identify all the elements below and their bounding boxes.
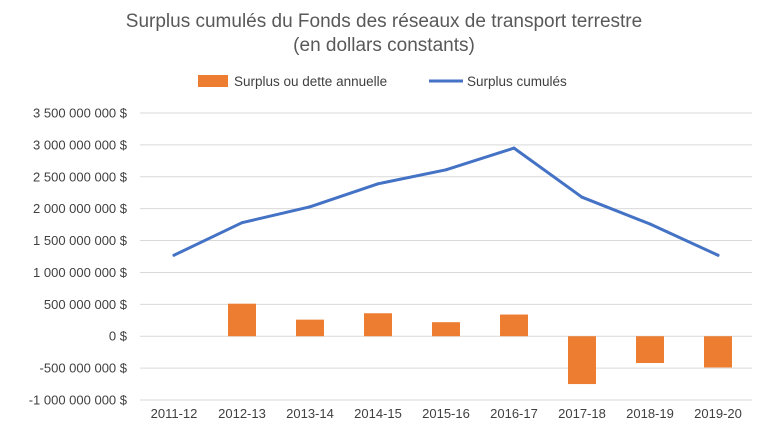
bar-2014-15 xyxy=(364,313,392,337)
line-point-2017-18 xyxy=(580,195,584,199)
line-point-2018-19 xyxy=(648,222,652,226)
line-surplus-cumules xyxy=(172,146,720,257)
y-tick-label: 1 000 000 000 $ xyxy=(33,265,128,280)
line-point-2013-14 xyxy=(308,205,312,209)
y-tick-label: 2 500 000 000 $ xyxy=(33,169,128,184)
y-tick-label: 500 000 000 $ xyxy=(44,297,128,312)
y-tick-label: 3 500 000 000 $ xyxy=(33,106,128,121)
x-tick-label: 2017-18 xyxy=(558,406,606,421)
chart-subtitle: (en dollars constants) xyxy=(293,35,475,56)
bar-2016-17 xyxy=(500,314,528,337)
line-series xyxy=(172,146,720,257)
legend-swatch-bar xyxy=(198,75,228,87)
line-point-2016-17 xyxy=(512,146,516,150)
x-tick-label: 2018-19 xyxy=(626,406,674,421)
line-point-2014-15 xyxy=(376,182,380,186)
x-tick-label: 2014-15 xyxy=(354,406,402,421)
bar-2012-13 xyxy=(228,303,256,337)
bar-2013-14 xyxy=(296,319,324,337)
y-axis: 3 500 000 000 $ 3 000 000 000 $ 2 500 000 … xyxy=(29,106,128,408)
line-point-2011-12 xyxy=(172,253,176,257)
x-tick-label: 2019-20 xyxy=(694,406,742,421)
y-tick-label: 1 500 000 000 $ xyxy=(33,233,128,248)
y-tick-label: -1 000 000 000 $ xyxy=(29,393,128,408)
chart-title: Surplus cumulés du Fonds des réseaux de … xyxy=(126,11,642,32)
legend-label-line: Surplus cumulés xyxy=(467,74,567,89)
bar-2019-20 xyxy=(704,336,732,368)
x-tick-label: 2011-12 xyxy=(151,406,198,421)
x-tick-label: 2012-13 xyxy=(218,406,266,421)
y-tick-label: 3 000 000 000 $ xyxy=(33,137,128,152)
legend: Surplus ou dette annuelle Surplus cumulé… xyxy=(198,74,567,89)
x-tick-label: 2016-17 xyxy=(490,406,538,421)
x-tick-label: 2013-14 xyxy=(286,406,334,421)
bar-2017-18 xyxy=(568,336,596,385)
y-tick-label: 0 $ xyxy=(109,329,128,344)
bar-2015-16 xyxy=(432,322,460,337)
legend-label-bar: Surplus ou dette annuelle xyxy=(234,74,387,89)
y-tick-label: 2 000 000 000 $ xyxy=(33,201,128,216)
line-point-2015-16 xyxy=(444,168,448,172)
gridlines xyxy=(140,112,752,401)
x-axis: 2011-12 2012-13 2013-14 2014-15 2015-16 2016-… xyxy=(151,406,742,421)
x-tick-label: 2015-16 xyxy=(422,406,470,421)
line-point-2019-20 xyxy=(716,253,720,257)
y-tick-label: -500 000 000 $ xyxy=(40,361,128,376)
line-point-2012-13 xyxy=(240,221,244,225)
bar-2018-19 xyxy=(636,336,664,364)
bar-series xyxy=(228,303,732,385)
